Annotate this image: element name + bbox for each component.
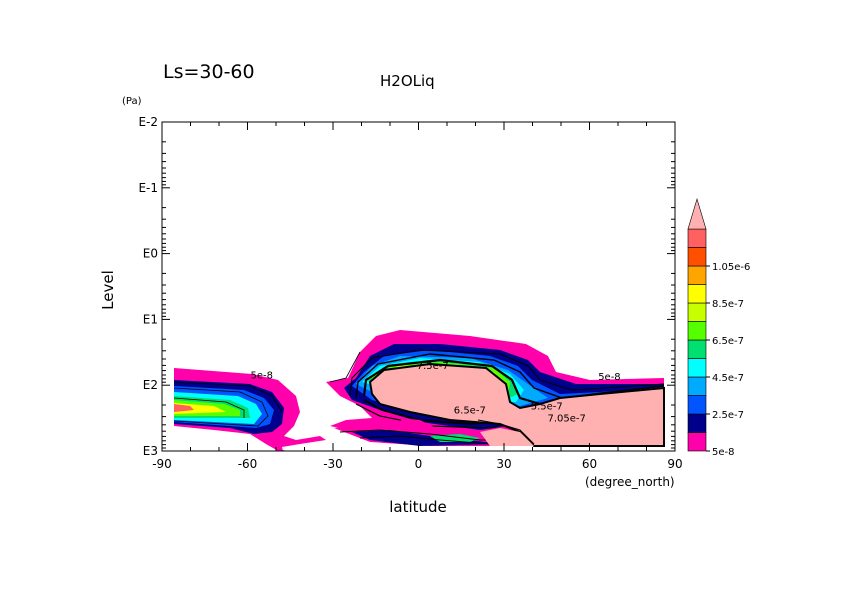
y-tick-label: E0 bbox=[143, 247, 158, 261]
x-tick-label: -90 bbox=[152, 457, 172, 471]
colorbar-swatch bbox=[687, 321, 707, 341]
x-axis-units: (degree_north) bbox=[585, 475, 675, 489]
contour-label: 5e-8 bbox=[598, 372, 621, 383]
x-tick-label: 30 bbox=[496, 457, 511, 471]
contour-labels: 5e-8 5e-8 7.5e-7 6.5e-7 5.5e-77.05e-7 bbox=[251, 361, 621, 425]
y-tick-label: E-2 bbox=[138, 115, 158, 129]
colorbar-swatch bbox=[687, 228, 707, 248]
colorbar-extend-triangle bbox=[687, 197, 707, 230]
colorbar-label: 4.5e-7 bbox=[712, 373, 744, 384]
y-axis-units: (Pa) bbox=[122, 96, 142, 107]
colorbar-label: 5e-8 bbox=[712, 447, 735, 458]
contour-label: 7.05e-7 bbox=[548, 413, 586, 424]
y-axis-ticks: E-2 E-1 E0 E1 E2 E3 bbox=[138, 115, 675, 458]
colorbar-swatch bbox=[687, 302, 707, 322]
x-tick-label: 60 bbox=[582, 457, 597, 471]
x-tick-label: -60 bbox=[238, 457, 258, 471]
y-tick-label: E-1 bbox=[138, 181, 158, 195]
y-tick-label: E3 bbox=[143, 444, 158, 458]
colorbar-swatch bbox=[687, 339, 707, 359]
contour-field bbox=[173, 330, 665, 451]
colorbar-swatch bbox=[687, 284, 707, 304]
x-axis-label: latitude bbox=[389, 498, 447, 516]
contour-label: 5e-8 bbox=[251, 371, 274, 382]
colorbar-label: 8.5e-7 bbox=[712, 299, 744, 310]
x-tick-label: 0 bbox=[415, 457, 423, 471]
x-tick-label: -30 bbox=[323, 457, 343, 471]
y-tick-label: E2 bbox=[143, 378, 158, 392]
contour-region-south bbox=[173, 368, 326, 451]
colorbar-swatch bbox=[687, 376, 707, 396]
colorbar: 5e-8 2.5e-7 4.5e-7 6.5e-7 8.5e-7 1.05e-6 bbox=[687, 197, 750, 458]
colorbar-swatch bbox=[687, 432, 707, 452]
chart-title: H2OLiq bbox=[380, 72, 435, 90]
x-axis-ticks: -90 -60 -30 0 30 60 90 bbox=[152, 122, 683, 471]
colorbar-label: 2.5e-7 bbox=[712, 410, 744, 421]
colorbar-swatch bbox=[687, 265, 707, 285]
chart-subtitle: Ls=30-60 bbox=[163, 61, 255, 83]
y-axis-label: Level bbox=[99, 270, 117, 310]
colorbar-swatch bbox=[687, 358, 707, 378]
y-tick-label: E1 bbox=[143, 312, 158, 326]
contour-label: 5.5e-7 bbox=[531, 402, 563, 413]
colorbar-label: 1.05e-6 bbox=[712, 262, 750, 273]
contour-label: 6.5e-7 bbox=[454, 405, 486, 416]
contour-label: 7.5e-7 bbox=[417, 361, 449, 372]
contour-region-north bbox=[326, 330, 665, 447]
colorbar-label: 6.5e-7 bbox=[712, 336, 744, 347]
colorbar-swatch bbox=[687, 413, 707, 433]
colorbar-swatch bbox=[687, 247, 707, 267]
colorbar-swatch bbox=[687, 395, 707, 415]
x-tick-label: 90 bbox=[667, 457, 682, 471]
